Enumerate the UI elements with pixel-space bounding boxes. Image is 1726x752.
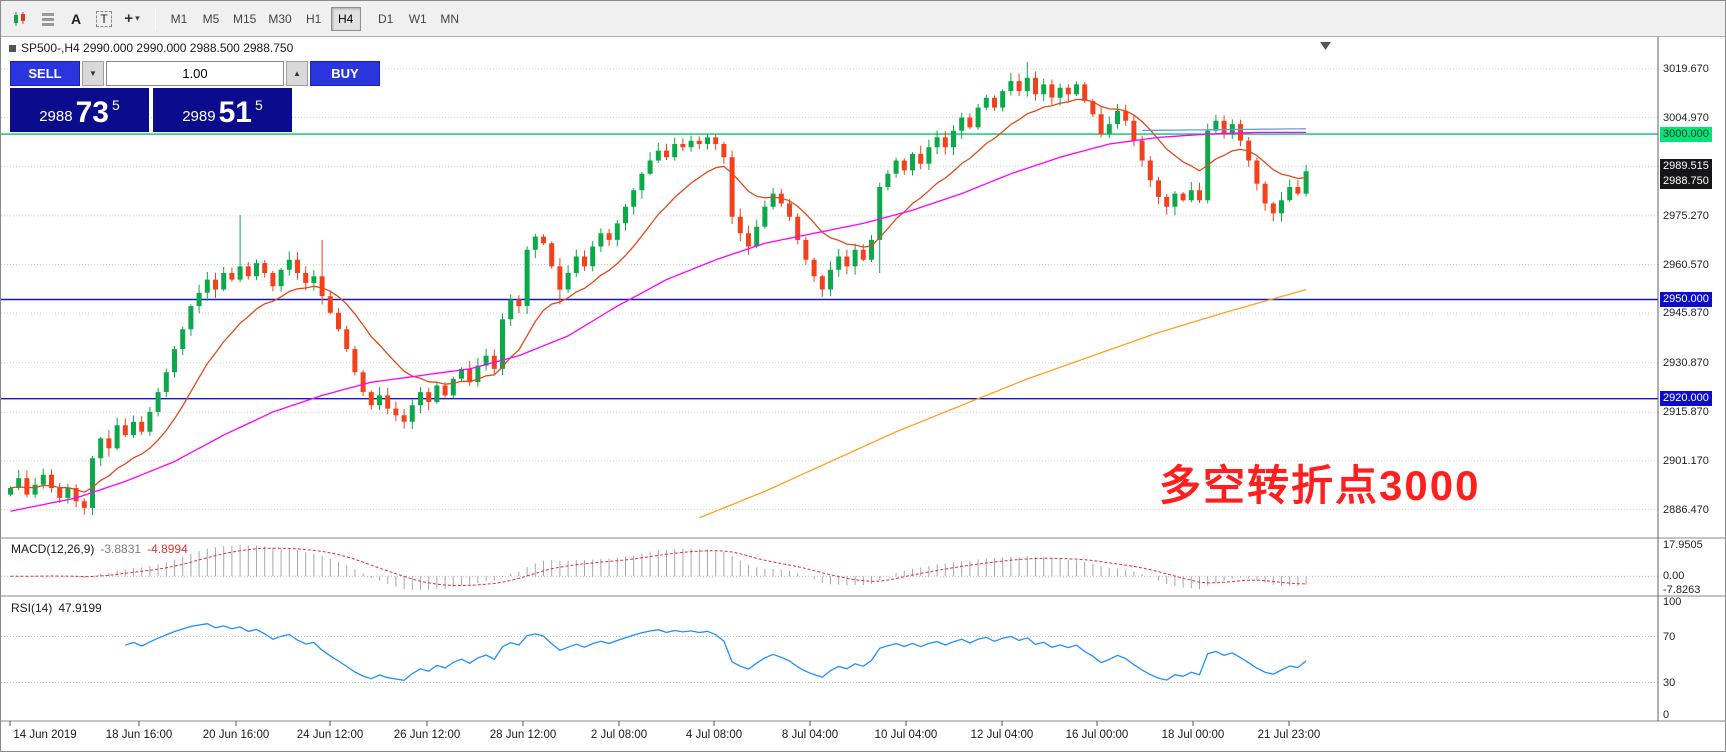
price-tick-label: 2930.870 — [1663, 356, 1709, 369]
ask-pipette: 5 — [254, 97, 263, 113]
price-tick-label: 3019.670 — [1663, 63, 1709, 75]
time-axis-label: 10 Jul 04:00 — [874, 729, 938, 741]
macd-indicator-label: MACD(12,26,9) -3.8831 -4.8994 — [11, 542, 188, 556]
bid-pips: 73 — [75, 96, 109, 129]
volume-dropdown-button[interactable]: ▼ — [82, 61, 104, 86]
volume-increase-button[interactable]: ▲ — [286, 61, 308, 86]
timeframe-h4[interactable]: H4 — [330, 6, 361, 31]
candlestick-chart-icon[interactable] — [7, 7, 33, 31]
timeframe-m15[interactable]: M15 — [233, 11, 257, 26]
rsi-scale-label: 70 — [1663, 630, 1676, 643]
chart-text-annotation: 多空转折点3000 — [1159, 462, 1481, 509]
time-axis-label: 24 Jun 12:00 — [296, 729, 364, 741]
grid-icon[interactable] — [35, 7, 61, 31]
crosshair-glyph: + — [124, 10, 134, 27]
rsi-indicator-label: RSI(14) 47.9199 — [11, 601, 102, 615]
time-axis-label: 14 Jun 2019 — [13, 729, 77, 741]
macd-scale-label: 17.9505 — [1663, 538, 1703, 551]
crosshair-tool-icon[interactable]: + ▾ — [119, 7, 145, 31]
text-box-tool-icon[interactable]: T — [91, 7, 117, 31]
grid-glyph — [42, 12, 54, 26]
bid-price-display: 2988 73 5 — [10, 88, 149, 132]
time-axis-label: 18 Jul 00:00 — [1161, 729, 1225, 741]
text-box-glyph: T — [96, 10, 112, 27]
macd-main-value: -3.8831 — [100, 542, 142, 556]
timeframe-button-group: M1 M5 M15 M30 H1 H4 D1 W1 MN — [164, 6, 467, 31]
timeframe-h1[interactable]: H1 — [306, 11, 322, 26]
resistance-price-label: 3000.000 — [1660, 126, 1712, 142]
buy-button[interactable]: BUY — [310, 61, 380, 86]
candlestick-glyph — [14, 11, 25, 26]
support-price-label: 2920.000 — [1660, 391, 1712, 407]
time-axis-label: 18 Jun 16:00 — [105, 729, 173, 741]
price-tick-label: 2975.270 — [1663, 209, 1709, 222]
time-axis-label: 16 Jul 00:00 — [1065, 729, 1129, 741]
macd-signal-value: -4.8994 — [147, 542, 188, 556]
time-axis-label: 12 Jul 04:00 — [970, 729, 1034, 741]
ask-pips: 51 — [218, 96, 252, 129]
rsi-scale-label: 30 — [1663, 676, 1676, 689]
chevron-down-icon: ▾ — [135, 13, 140, 23]
rsi-scale-label: 100 — [1663, 596, 1682, 608]
volume-input[interactable] — [106, 61, 284, 86]
bid-whole: 2988 — [39, 108, 73, 125]
one-click-trading-panel: SELL ▼ ▲ BUY 2988 73 5 2989 51 5 — [10, 61, 380, 132]
timeframe-w1[interactable]: W1 — [408, 11, 427, 26]
macd-scale-label: -7.8263 — [1663, 583, 1701, 596]
time-axis-label: 4 Jul 08:00 — [685, 729, 743, 741]
text-tool-icon[interactable]: A — [70, 10, 82, 27]
time-axis-label: 20 Jun 16:00 — [202, 729, 270, 741]
time-axis-label: 2 Jul 08:00 — [590, 729, 648, 741]
chart-ohlc-header: SP500-,H4 2990.000 2990.000 2988.500 298… — [9, 41, 293, 55]
timeframe-m30[interactable]: M30 — [268, 11, 292, 26]
symbol-icon — [9, 44, 16, 52]
timeframe-mn[interactable]: MN — [440, 11, 460, 26]
timeframe-d1[interactable]: D1 — [378, 11, 394, 26]
support-price-label: 2950.000 — [1660, 291, 1712, 307]
price-tick-label: 3004.970 — [1663, 111, 1709, 124]
price-tick-label: 2886.470 — [1663, 503, 1709, 516]
sell-button[interactable]: SELL — [10, 61, 80, 86]
rsi-name: RSI(14) — [11, 601, 53, 615]
chart-toolbar: A T + ▾ M1 M5 M15 M30 H1 H4 D1 W1 MN — [1, 1, 1725, 37]
price-tick-label: 2915.870 — [1663, 406, 1709, 419]
macd-name: MACD(12,26,9) — [11, 542, 95, 556]
rsi-scale-label: 0 — [1663, 708, 1670, 721]
time-axis-label: 21 Jul 23:00 — [1257, 729, 1321, 741]
time-axis-label: 28 Jun 12:00 — [489, 729, 557, 741]
timeframe-m5[interactable]: M5 — [202, 11, 220, 26]
toolbar-separator — [155, 7, 156, 30]
macd-scale-label: 0.00 — [1663, 570, 1685, 583]
ask-price-display: 2989 51 5 — [153, 88, 292, 132]
price-tick-label: 2960.570 — [1663, 258, 1709, 271]
rsi-value: 47.9199 — [58, 601, 102, 615]
price-scale[interactable]: 3019.670 3004.970 2975.270 2960.570 2945.870… — [1659, 1, 1725, 751]
price-tick-label: 2945.870 — [1663, 307, 1709, 320]
bid-price-label: 2988.750 — [1660, 174, 1712, 189]
bid-pipette: 5 — [111, 97, 120, 113]
ask-price-label: 2989.515 — [1660, 159, 1712, 174]
ohlc-text: SP500-,H4 2990.000 2990.000 2988.500 298… — [21, 41, 294, 55]
ask-whole: 2989 — [182, 108, 216, 125]
time-axis-label: 8 Jul 04:00 — [781, 729, 839, 741]
timeframe-m1[interactable]: M1 — [170, 11, 188, 26]
time-axis[interactable]: 14 Jun 2019 18 Jun 16:00 20 Jun 16:00 24 Ju… — [1, 722, 1658, 751]
price-tick-label: 2901.170 — [1663, 454, 1709, 467]
time-axis-label: 26 Jun 12:00 — [393, 729, 461, 741]
